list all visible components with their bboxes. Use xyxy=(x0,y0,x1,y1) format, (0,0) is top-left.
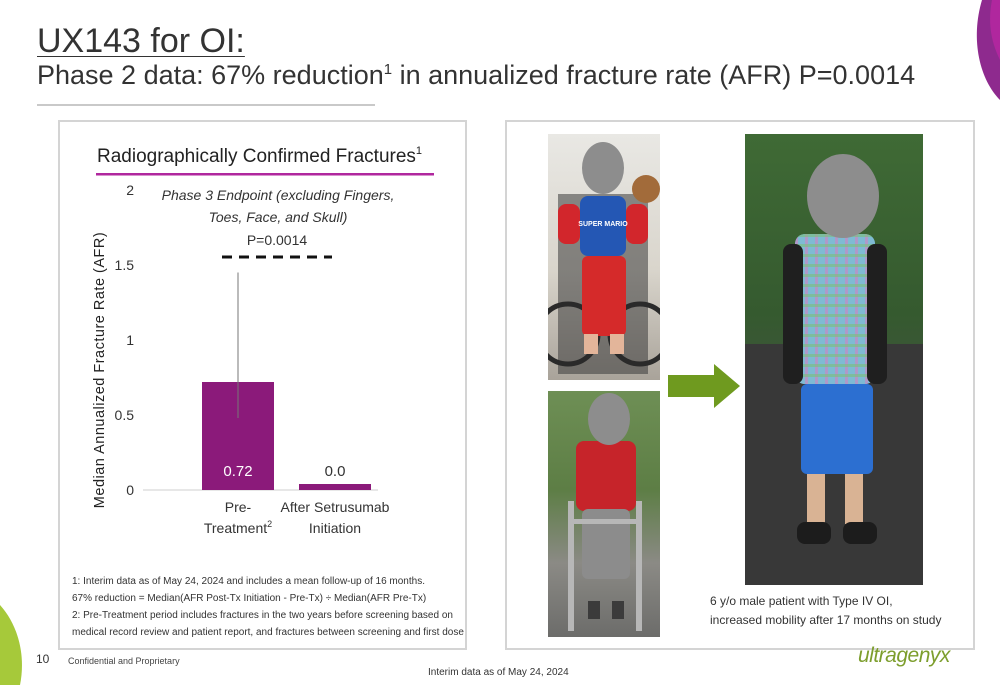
y-axis-label: Median Annualized Fracture Rate (AFR) xyxy=(92,232,108,508)
p-value-label: P=0.0014 xyxy=(247,232,308,248)
footnotes: 1: Interim data as of May 24, 2024 and i… xyxy=(72,573,464,641)
y-tick-label: 1.5 xyxy=(115,257,135,273)
blurred-face xyxy=(588,393,630,445)
x-tick-label: Initiation xyxy=(309,520,361,536)
corner-leaf-shape xyxy=(0,605,22,685)
wheelchair-scene-image: SUPER MARIO xyxy=(548,175,660,374)
chart-title-sup: 1 xyxy=(416,145,422,157)
blurred-face xyxy=(582,142,624,194)
x-tick-label: Treatment2 xyxy=(204,519,272,536)
progress-arrow-icon xyxy=(668,364,740,408)
caption-line-1: 6 y/o male patient with Type IV OI, xyxy=(710,594,893,608)
y-tick-label: 1 xyxy=(126,332,134,348)
shirt-text: SUPER MARIO xyxy=(578,221,628,228)
photo-caption: 6 y/o male patient with Type IV OI, incr… xyxy=(710,592,941,630)
patient-photo-before-wheelchair: SUPER MARIO xyxy=(548,134,660,380)
endpoint-annotation: Toes, Face, and Skull) xyxy=(209,209,348,225)
patient-photo-after-standing xyxy=(745,134,923,585)
chart-title-text: Radiographically Confirmed Fractures xyxy=(97,146,416,167)
ultragenyx-logo: ultragenyx xyxy=(858,644,950,667)
footnote-1: 1: Interim data as of May 24, 2024 and i… xyxy=(72,576,425,587)
y-tick-label: 2 xyxy=(126,182,134,198)
corner-accent-shape xyxy=(976,0,1000,100)
caption-line-2: increased mobility after 17 months on st… xyxy=(710,613,942,627)
subtitle-footnote-marker: 1 xyxy=(383,61,393,78)
y-tick-label: 0 xyxy=(126,482,134,498)
subtitle-main: Phase 2 data: 67% reduction xyxy=(37,60,384,90)
title-divider xyxy=(37,104,375,106)
slide-subtitle: Phase 2 data: 67% reduction1 in annualiz… xyxy=(37,60,915,91)
y-tick-label: 0.5 xyxy=(115,407,135,423)
slide-title: UX143 for OI: xyxy=(37,22,245,60)
walker-scene-image xyxy=(568,441,642,631)
page-number: 10 xyxy=(36,652,50,666)
patient-photo-before-walker xyxy=(548,391,660,637)
endpoint-annotation: Phase 3 Endpoint (excluding Fingers, xyxy=(162,187,395,203)
footnote-2-cont: medical record review and patient report… xyxy=(72,627,464,638)
x-tick-label: After Setrusumab xyxy=(281,499,390,515)
chart-title: Radiographically Confirmed Fractures1 xyxy=(97,145,422,167)
bar-value-label: 0.72 xyxy=(223,463,252,480)
bar xyxy=(299,484,371,490)
confidential-label: Confidential and Proprietary xyxy=(68,656,180,666)
x-tick-footnote-marker: 2 xyxy=(267,519,272,529)
subtitle-rest: in annualized fracture rate (AFR) P=0.00… xyxy=(392,60,916,90)
footnote-2: 2: Pre-Treatment period includes fractur… xyxy=(72,610,453,621)
bar-value-label: 0.0 xyxy=(325,463,346,480)
interim-data-note: Interim data as of May 24, 2024 xyxy=(428,667,569,678)
chart-title-rule xyxy=(96,173,434,176)
footnote-formula: 67% reduction = Median(AFR Post-Tx Initi… xyxy=(72,593,427,604)
blurred-face xyxy=(807,154,879,238)
x-tick-label: Pre- xyxy=(225,499,252,515)
standing-scene-image xyxy=(745,234,923,585)
